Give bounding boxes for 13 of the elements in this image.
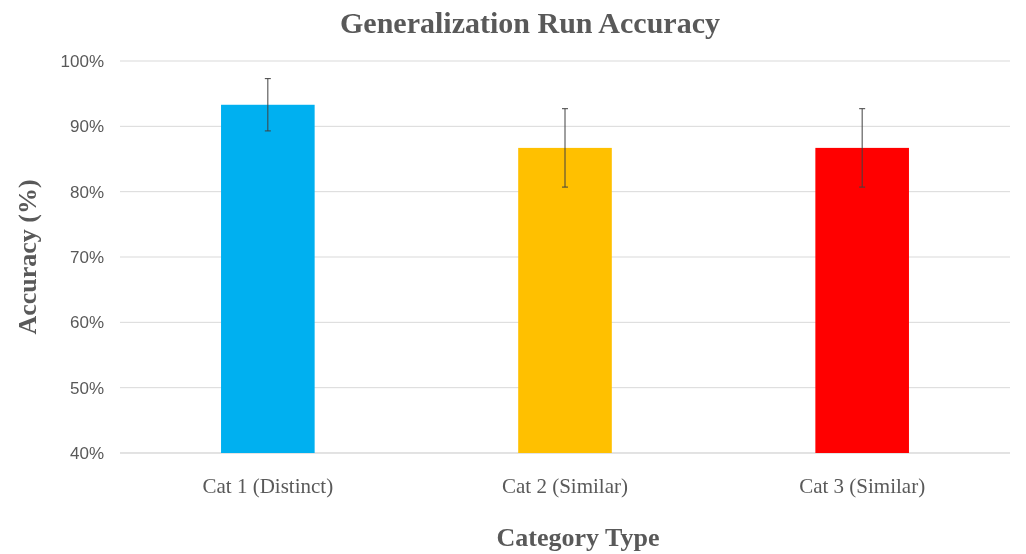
y-tick-label: 70%: [69, 247, 104, 267]
y-tick-label: 60%: [69, 313, 104, 333]
x-axis-title: Category Type: [496, 523, 660, 552]
x-tick-label: Cat 1 (Distinct): [202, 474, 334, 498]
y-axis-title: Accuracy (%): [13, 179, 42, 335]
x-tick-label: Cat 3 (Similar): [799, 474, 926, 498]
y-tick-label: 50%: [69, 378, 104, 398]
y-tick-label: 40%: [69, 443, 104, 463]
chart-title: Generalization Run Accuracy: [340, 6, 720, 39]
x-tick-label: Cat 2 (Similar): [502, 474, 628, 498]
y-tick-label: 90%: [69, 117, 104, 137]
y-tick-label: 80%: [69, 182, 104, 202]
y-tick-label: 100%: [60, 51, 104, 71]
